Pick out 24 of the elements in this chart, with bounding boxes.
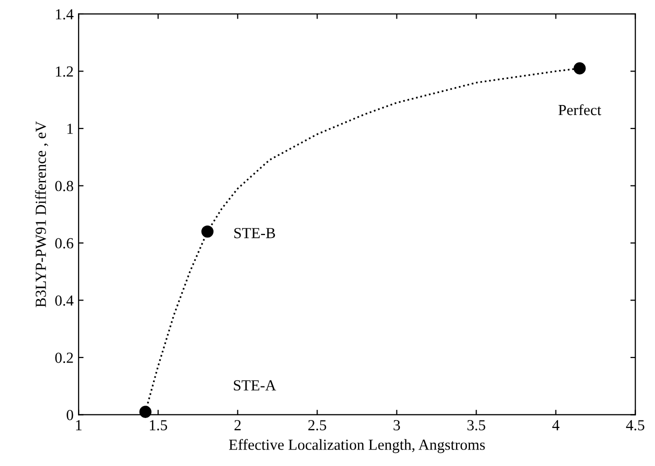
point <box>201 225 214 238</box>
y-tick-label: 0.6 <box>55 238 74 249</box>
y-tick-label: 0.2 <box>55 352 73 364</box>
annotation: Perfect <box>558 104 602 116</box>
x-tick-label: 4 <box>552 420 560 430</box>
y-tick-label: 1.4 <box>56 9 74 20</box>
y-tick-label: 0.4 <box>55 295 74 306</box>
x-axis-title: Effective Localization Length, Angstroms <box>228 439 485 454</box>
x-tick-label: 3.5 <box>467 420 486 430</box>
x-tick-label: 4.5 <box>626 420 644 430</box>
x-tick-label: 1.5 <box>150 420 168 430</box>
y-tick-label: 0.8 <box>55 180 74 192</box>
point <box>574 62 586 74</box>
x-tick-label: 2 <box>234 420 241 430</box>
x-tick-label: 3 <box>394 420 400 430</box>
x-tick-label: 2.5 <box>308 420 326 430</box>
point <box>139 406 152 418</box>
y-tick-label: 0 <box>66 410 74 420</box>
y-axis-title: B3LYP-PW91 Difference , eV <box>35 121 48 308</box>
y-tick-label: 1 <box>67 124 73 134</box>
annotation: STE-A <box>234 380 276 391</box>
x-tick-label: 1 <box>76 420 82 430</box>
annotation: STE-B <box>234 228 276 238</box>
y-tick-label: 1.2 <box>56 66 73 77</box>
